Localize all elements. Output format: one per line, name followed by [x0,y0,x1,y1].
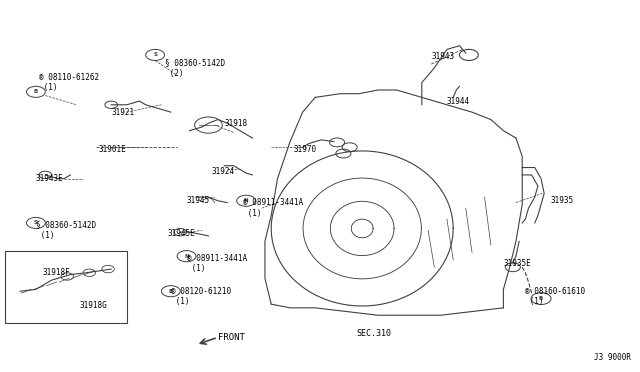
Text: 31924: 31924 [212,167,235,176]
Text: 31945: 31945 [186,196,210,205]
Text: ® 08911-3441A
 (1): ® 08911-3441A (1) [186,254,246,273]
Text: ® 08110-61262
 (1): ® 08110-61262 (1) [39,73,99,92]
Text: 31935: 31935 [550,196,573,205]
Text: § 08360-5142D
 (1): § 08360-5142D (1) [36,221,96,240]
Text: 31935E: 31935E [504,259,531,268]
Text: 31970: 31970 [293,145,316,154]
Text: § 08360-5142D
 (2): § 08360-5142D (2) [164,58,225,77]
Text: B: B [539,296,543,301]
Text: SEC.310: SEC.310 [356,329,391,338]
Text: 31921: 31921 [111,108,134,117]
Bar [4,251,127,323]
Text: S: S [34,221,38,225]
Text: 31945E: 31945E [168,230,195,238]
Text: FRONT: FRONT [218,333,244,342]
Text: ® 08160-61610
 (1): ® 08160-61610 (1) [525,287,586,307]
Text: 31918G: 31918G [80,301,108,311]
Text: 31943E: 31943E [36,174,63,183]
Text: 31901E: 31901E [99,145,127,154]
Text: 31943: 31943 [431,52,454,61]
Text: ® 08911-3441A
 (1): ® 08911-3441A (1) [243,198,303,218]
Text: 31944: 31944 [447,97,470,106]
Text: S: S [153,52,157,57]
Text: 31918F: 31918F [42,268,70,277]
Text: N: N [244,198,248,203]
Text: B: B [34,89,38,94]
Text: ® 08120-61210
 (1): ® 08120-61210 (1) [171,287,231,307]
Text: N: N [184,254,189,259]
Text: J3 9000R: J3 9000R [595,353,632,362]
Text: B: B [169,289,173,294]
Text: 31918: 31918 [224,119,247,128]
